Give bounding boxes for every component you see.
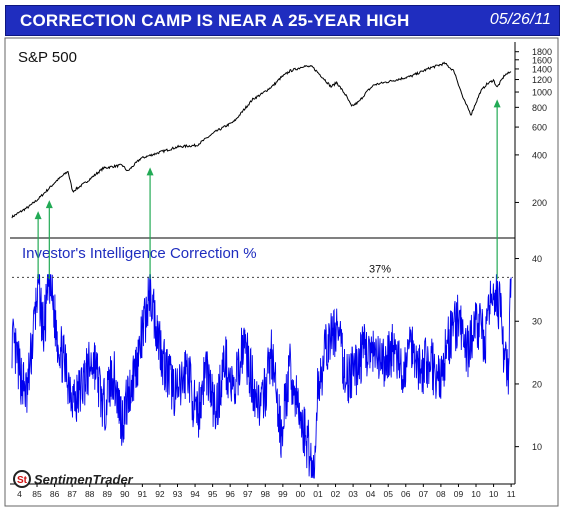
x-tick-label: 10 [489,489,499,499]
x-tick-label: 87 [67,489,77,499]
annotation-arrowhead [493,99,501,108]
correction-series [11,274,512,479]
chart-date: 05/26/11 [489,11,551,28]
chart-frame [4,37,559,507]
x-tick-label: 91 [138,489,148,499]
x-tick-label: 93 [173,489,183,499]
logo-text: SentimenTrader [34,472,134,487]
x-tick-label: 03 [348,489,358,499]
x-tick-label: 85 [32,489,42,499]
sp500-plot-area [10,42,515,238]
x-tick-label: 00 [296,489,306,499]
x-tick-label: 96 [225,489,235,499]
correction-line [11,274,512,479]
sp500-y-tick-label: 1000 [532,88,552,98]
x-tick-label: 06 [401,489,411,499]
x-tick-label: 09 [454,489,464,499]
x-tick-label: 88 [85,489,95,499]
x-tick-label: 4 [17,489,22,499]
correction-y-tick-label: 30 [532,317,542,327]
x-tick-label: 04 [366,489,376,499]
sp500-y-tick-label: 1600 [532,55,552,65]
chart-header: CORRECTION CAMP IS NEAR A 25-YEAR HIGH 0… [5,5,560,36]
x-tick-label: 98 [261,489,271,499]
x-tick-label: 89 [103,489,113,499]
x-tick-label: 95 [208,489,218,499]
annotation-arrows [34,99,501,280]
logo-icon-letters: St [17,475,28,486]
correction-y-axis: 10 20 30 40 [515,254,542,452]
sp500-line [11,61,512,219]
sp500-y-tick-label: 200 [532,198,547,208]
x-tick-label: 90 [120,489,130,499]
x-tick-label: 07 [419,489,429,499]
threshold-label: 37% [369,263,391,275]
annotation-arrowhead [146,167,154,176]
x-axis: 4 85 86 87 88 89 90 91 92 93 94 95 96 97 98 99 00 01 02 03 0… [17,484,516,499]
correction-title: Investor's Intelligence Correction % [22,245,257,262]
sp500-y-tick-label: 1800 [532,47,552,57]
x-tick-label: 08 [436,489,446,499]
logo-icon [13,470,31,488]
chart-title: CORRECTION CAMP IS NEAR A 25-YEAR HIGH [20,11,410,30]
correction-y-tick-label: 10 [532,442,542,452]
sp500-y-tick-label: 600 [532,123,547,133]
x-tick-label: 01 [313,489,323,499]
correction-y-tick-label: 40 [532,254,542,264]
sp500-y-tick-label: 1400 [532,64,552,74]
correction-panel: Investor's Intelligence Correction % 10 2… [11,245,542,479]
x-tick-label: 02 [331,489,341,499]
x-tick-label: 86 [50,489,60,499]
sp500-title: S&P 500 [18,49,77,66]
annotation-arrowhead [45,200,53,209]
x-tick-label: 11 [507,489,516,499]
sp500-y-tick-label: 1200 [532,75,552,85]
threshold-37: 37% [12,263,513,278]
sp500-y-tick-label: 800 [532,103,547,113]
sentimentrader-logo: St SentimenTrader [13,470,134,488]
x-tick-label: 05 [383,489,393,499]
x-tick-label: 99 [278,489,288,499]
correction-y-tick-label: 20 [532,379,542,389]
x-tick-label: 10 [471,489,481,499]
x-tick-label: 92 [155,489,165,499]
sp500-y-tick-label: 400 [532,150,547,160]
x-tick-label: 97 [243,489,253,499]
x-tick-label: 94 [190,489,200,499]
sp500-series [11,61,512,219]
annotation-arrowhead [34,211,42,220]
